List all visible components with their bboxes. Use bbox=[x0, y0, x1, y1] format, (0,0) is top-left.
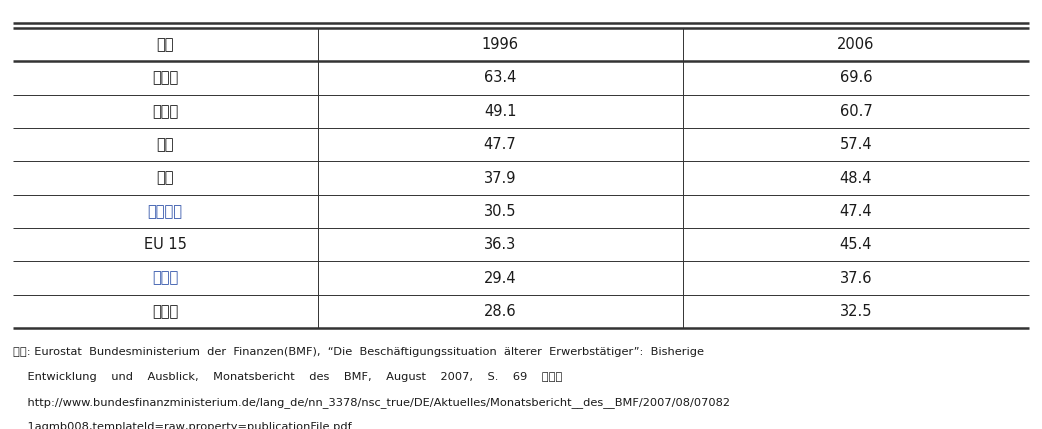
Text: 28.6: 28.6 bbox=[483, 304, 517, 319]
Text: 30.5: 30.5 bbox=[483, 204, 517, 219]
Text: 45.4: 45.4 bbox=[840, 237, 872, 252]
Text: 57.4: 57.4 bbox=[840, 137, 872, 152]
Text: 영국: 영국 bbox=[156, 137, 174, 152]
Text: 네덜란드: 네덜란드 bbox=[148, 204, 182, 219]
Text: 자료: Eurostat  Bundesministerium  der  Finanzen(BMF),  “Die  Beschäftigungssituat: 자료: Eurostat Bundesministerium der Finan… bbox=[13, 347, 703, 357]
Text: http://www.bundesfinanzministerium.de/lang_de/nn_3378/nsc_true/DE/Aktuelles/Mona: http://www.bundesfinanzministerium.de/la… bbox=[13, 397, 729, 408]
Text: 49.1: 49.1 bbox=[483, 104, 517, 119]
Text: 1996: 1996 bbox=[481, 37, 519, 52]
Text: 29.4: 29.4 bbox=[483, 271, 517, 286]
Text: 37.6: 37.6 bbox=[840, 271, 872, 286]
Text: 36.3: 36.3 bbox=[485, 237, 516, 252]
Text: 덴마크: 덴마크 bbox=[152, 104, 178, 119]
Text: 1agmb008,templateId=raw,property=publicationFile.pdf: 1agmb008,templateId=raw,property=publica… bbox=[13, 422, 351, 429]
Text: 2006: 2006 bbox=[838, 37, 874, 52]
Text: 프랑스: 프랑스 bbox=[152, 271, 178, 286]
Text: 스웨덴: 스웨덴 bbox=[152, 70, 178, 85]
Text: EU 15: EU 15 bbox=[144, 237, 187, 252]
Text: Entwicklung    und    Ausblick,    Monatsbericht    des    BMF,    August    200: Entwicklung und Ausblick, Monatsbericht … bbox=[13, 372, 562, 382]
Text: 국가: 국가 bbox=[156, 37, 174, 52]
Text: 47.7: 47.7 bbox=[483, 137, 517, 152]
Text: 48.4: 48.4 bbox=[840, 171, 872, 185]
Text: 63.4: 63.4 bbox=[483, 70, 517, 85]
Text: 독일: 독일 bbox=[156, 171, 174, 185]
Text: 60.7: 60.7 bbox=[840, 104, 872, 119]
Text: 69.6: 69.6 bbox=[840, 70, 872, 85]
Text: 47.4: 47.4 bbox=[840, 204, 872, 219]
Text: 37.9: 37.9 bbox=[483, 171, 517, 185]
Text: 이태리: 이태리 bbox=[152, 304, 178, 319]
Text: 32.5: 32.5 bbox=[840, 304, 872, 319]
